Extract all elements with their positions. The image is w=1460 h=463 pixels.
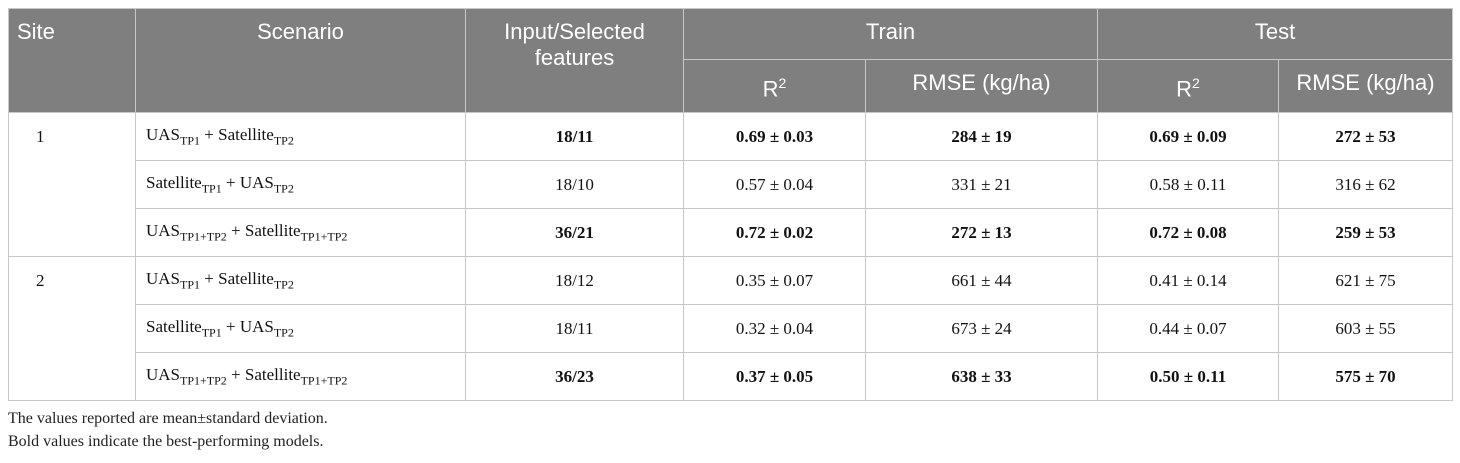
value-cell: 0.44 ± 0.07 — [1097, 304, 1279, 353]
scenario-text: UAS — [146, 220, 181, 240]
value-cell: 284 ± 19 — [865, 112, 1098, 161]
header-sup: 2 — [1192, 75, 1200, 91]
scenario-sub: TP2 — [273, 133, 294, 148]
note: Bold values indicate the best-performing… — [8, 433, 324, 450]
value-cell: 0.58 ± 0.11 — [1097, 160, 1279, 209]
notes: The values reported are mean±standard de… — [8, 407, 328, 453]
header-cell: RMSE (kg/ha) — [1277, 59, 1454, 113]
value-cell: 18/12 — [465, 256, 684, 305]
scenario-sub: TP1 — [180, 133, 201, 148]
scenario-cell: UASTP1 + SatelliteTP2 — [135, 256, 466, 305]
table-row: UASTP1+TP2 + SatelliteTP1+TP2 36/21 0.72 ±… — [9, 208, 1454, 257]
scenario-sub: TP2 — [273, 325, 294, 340]
value-cell: 36/21 — [465, 208, 684, 257]
header-cell: Input/Selected features — [465, 8, 684, 113]
header-cell: Train — [683, 8, 1098, 60]
scenario-sub: TP1+TP2 — [180, 373, 227, 388]
header-cell: Test — [1096, 8, 1454, 60]
value-cell: 316 ± 62 — [1277, 160, 1454, 209]
value-cell: 661 ± 44 — [865, 256, 1098, 305]
header-text: R — [1176, 76, 1193, 102]
results-table: Site Scenario Input/Selected features Tr… — [8, 8, 1454, 401]
scenario-sub: TP1 — [201, 325, 222, 340]
table-row: 1 UASTP1 + SatelliteTP2 18/11 0.69 ± 0.03 28… — [8, 112, 1454, 257]
table-body: 1 UASTP1 + SatelliteTP2 18/11 0.69 ± 0.03 28… — [8, 112, 1454, 401]
scenario-sub: TP1 — [201, 181, 222, 196]
scenario-cell: UASTP1+TP2 + SatelliteTP1+TP2 — [135, 208, 466, 257]
value-cell: 575 ± 70 — [1277, 352, 1454, 401]
site-cell: 1 — [8, 112, 136, 257]
value-cell: 18/10 — [465, 160, 684, 209]
value-cell: 0.69 ± 0.03 — [683, 112, 866, 161]
value-cell: 0.72 ± 0.08 — [1097, 208, 1279, 257]
value-cell: 0.50 ± 0.11 — [1097, 352, 1279, 401]
header-cell: R2 — [683, 59, 866, 113]
scenario-sub: TP1+TP2 — [300, 229, 348, 244]
scenario-text: + Satellite — [200, 268, 274, 288]
header-cell: R2 — [1097, 59, 1279, 113]
table-row: UASTP1+TP2 + SatelliteTP1+TP2 36/23 0.37 ±… — [9, 352, 1454, 401]
value-cell: 272 ± 13 — [865, 208, 1098, 257]
value-cell: 621 ± 75 — [1277, 256, 1454, 305]
scenario-cell: UASTP1+TP2 + SatelliteTP1+TP2 — [135, 352, 466, 401]
header-sup: 2 — [778, 75, 787, 91]
scenario-text: UAS — [146, 364, 181, 384]
value-cell: 18/11 — [465, 304, 684, 353]
table-row: SatelliteTP1 + UASTP2 18/11 0.32 ± 0.04 673… — [9, 304, 1454, 353]
scenario-text: UAS — [146, 124, 181, 144]
value-cell: 0.32 ± 0.04 — [683, 304, 866, 353]
header-cell: Site — [8, 8, 136, 113]
value-cell: 18/11 — [465, 112, 684, 161]
scenario-text: Satellite — [146, 172, 202, 192]
scenario-sub: TP1 — [180, 277, 201, 292]
scenario-sub: TP2 — [273, 277, 294, 292]
scenario-text: UAS — [146, 268, 181, 288]
scenario-cell: SatelliteTP1 + UASTP2 — [135, 160, 466, 209]
scenario-text: + Satellite — [200, 124, 274, 144]
scenario-text: + UAS — [221, 316, 274, 336]
header-cell: RMSE (kg/ha) — [865, 59, 1098, 113]
value-cell: 272 ± 53 — [1277, 112, 1454, 161]
scenario-cell: UASTP1 + SatelliteTP2 — [135, 112, 466, 161]
scenario-sub: TP1+TP2 — [300, 373, 348, 388]
note: The values reported are mean±standard de… — [8, 410, 328, 427]
value-cell: 259 ± 53 — [1277, 208, 1454, 257]
table-row: 2 UASTP1 + SatelliteTP2 18/12 0.35 ± 0.07 66… — [8, 256, 1454, 401]
scenario-text: Satellite — [146, 316, 202, 336]
value-cell: 638 ± 33 — [865, 352, 1098, 401]
value-cell: 36/23 — [465, 352, 684, 401]
value-cell: 331 ± 21 — [865, 160, 1098, 209]
value-cell: 673 ± 24 — [865, 304, 1098, 353]
site-cell: 2 — [8, 256, 136, 401]
value-cell: 603 ± 55 — [1277, 304, 1454, 353]
scenario-sub: TP1+TP2 — [180, 229, 227, 244]
value-cell: 0.41 ± 0.14 — [1097, 256, 1279, 305]
scenario-text: + UAS — [221, 172, 274, 192]
value-cell: 0.69 ± 0.09 — [1097, 112, 1279, 161]
table-header: Site Scenario Input/Selected features Tr… — [8, 8, 1454, 113]
scenario-text: + Satellite — [226, 220, 301, 240]
header-text: R — [762, 76, 779, 102]
scenario-sub: TP2 — [273, 181, 294, 196]
value-cell: 0.37 ± 0.05 — [683, 352, 866, 401]
table-row: SatelliteTP1 + UASTP2 18/10 0.57 ± 0.04 331… — [9, 160, 1454, 209]
value-cell: 0.35 ± 0.07 — [683, 256, 866, 305]
scenario-text: + Satellite — [226, 364, 301, 384]
scenario-cell: SatelliteTP1 + UASTP2 — [135, 304, 466, 353]
value-cell: 0.57 ± 0.04 — [683, 160, 866, 209]
header-cell: Scenario — [135, 8, 466, 113]
value-cell: 0.72 ± 0.02 — [683, 208, 866, 257]
